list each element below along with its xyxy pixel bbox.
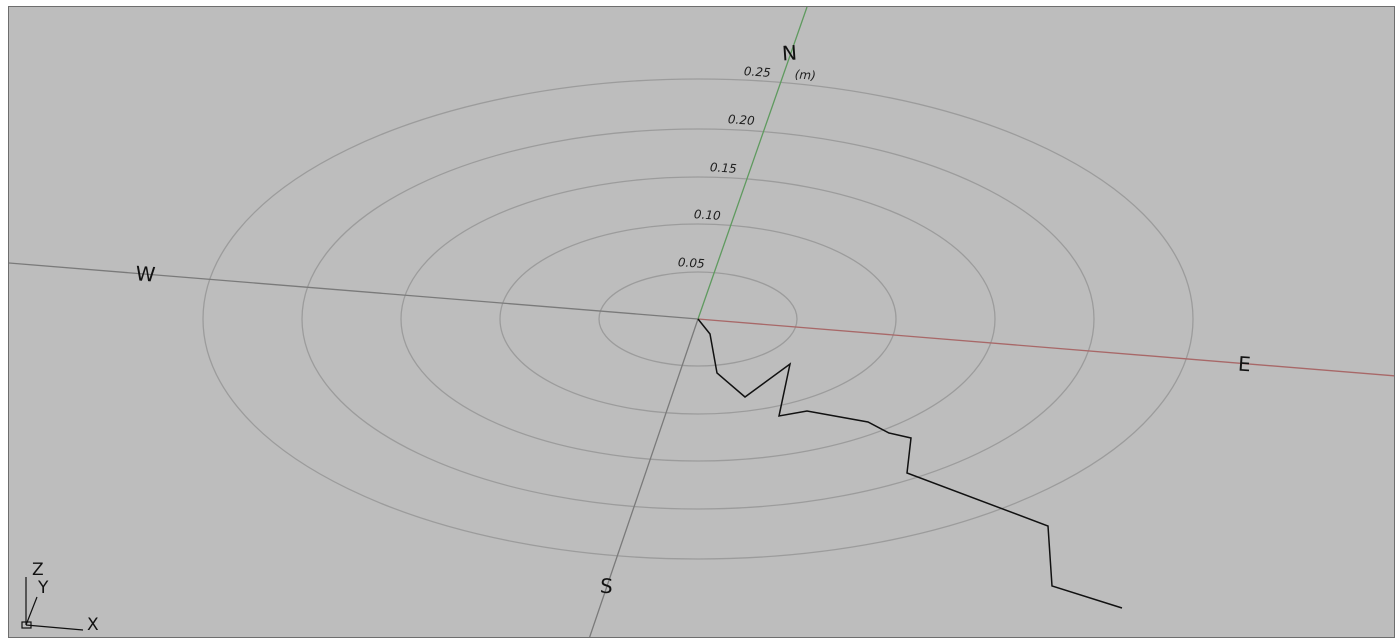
- 3d-viewport[interactable]: N S E W 0.05 0.10 0.15 0.20 0.25 (m) Z Y…: [8, 6, 1395, 638]
- triad-x-axis: [25, 624, 84, 631]
- west-label: W: [135, 261, 157, 286]
- ring-0.15: [400, 176, 996, 462]
- south-label: S: [599, 574, 613, 599]
- triad-origin-box: [21, 621, 32, 629]
- triad-y-label: Y: [37, 578, 49, 598]
- west-axis: [9, 262, 699, 320]
- ring-0.05: [598, 271, 798, 367]
- range-rings: [202, 78, 1194, 560]
- triad-x-label: X: [87, 615, 99, 635]
- ring-label-0.25: 0.25: [743, 64, 771, 80]
- ring-label-0.20: 0.20: [727, 112, 755, 128]
- ring-label-0.15: 0.15: [709, 160, 737, 176]
- ring-0.25: [202, 78, 1194, 560]
- ring-label-0.10: 0.10: [693, 207, 721, 223]
- triad-y-axis: [25, 596, 38, 626]
- ring-label-0.05: 0.05: [677, 255, 705, 271]
- east-label: E: [1237, 352, 1251, 377]
- ring-unit-label: (m): [794, 67, 816, 82]
- south-axis: [588, 318, 699, 637]
- trajectory-trace: [697, 318, 1123, 609]
- north-axis: [697, 7, 808, 320]
- axis-triad: [21, 577, 84, 631]
- ring-0.20: [301, 128, 1095, 510]
- ring-0.10: [499, 223, 897, 415]
- triad-z-label: Z: [32, 560, 44, 580]
- north-label: N: [781, 41, 798, 66]
- east-axis: [697, 318, 1394, 377]
